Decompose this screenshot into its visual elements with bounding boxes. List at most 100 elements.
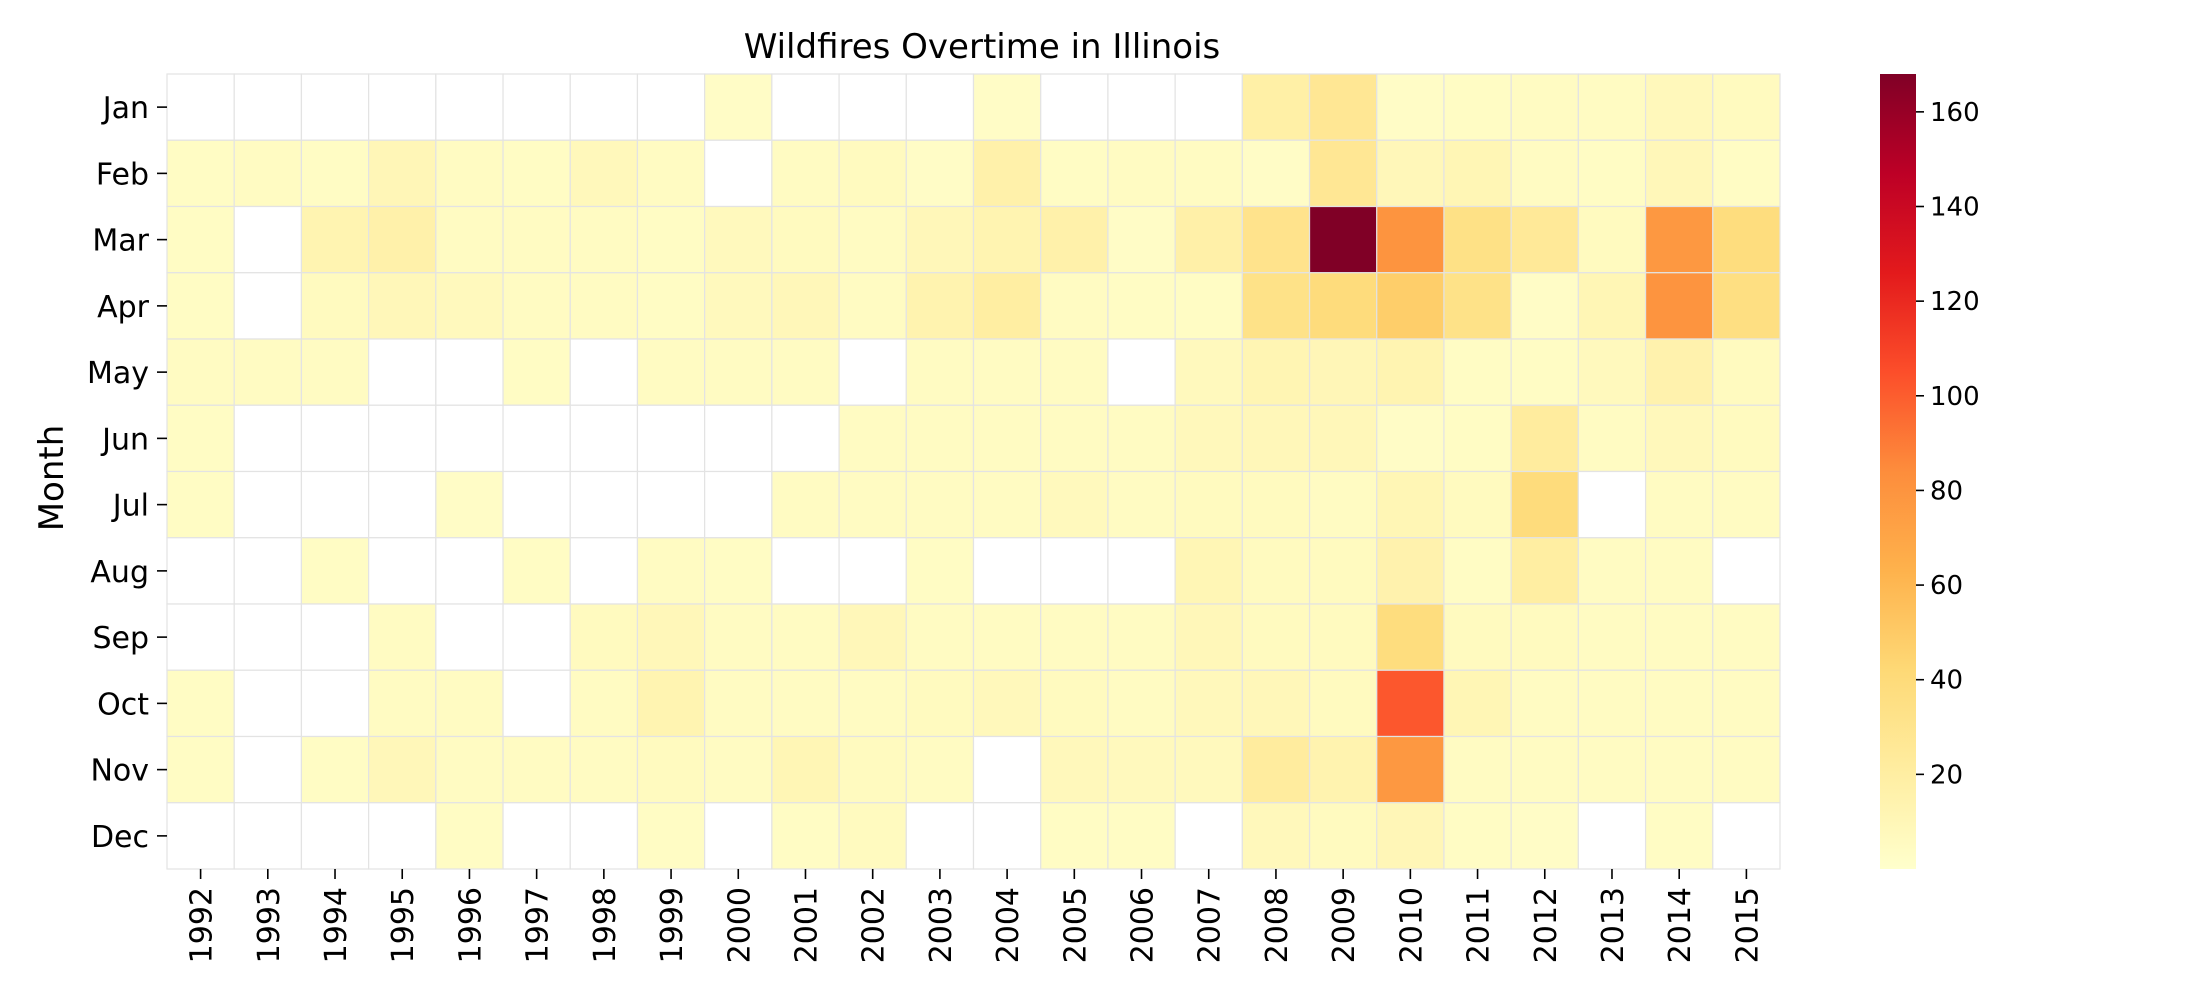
heatmap-cell xyxy=(704,73,773,141)
heatmap-cell xyxy=(905,404,975,473)
colorbar-tick-label: 40 xyxy=(1930,666,1963,696)
heatmap-cell xyxy=(1712,73,1781,141)
x-tick-label: 1998 xyxy=(588,887,623,963)
heatmap-cell xyxy=(1107,272,1176,340)
heatmap-cell xyxy=(1241,338,1311,406)
heatmap-cell xyxy=(1241,669,1311,738)
heatmap-cell xyxy=(1443,470,1512,539)
heatmap-cell xyxy=(166,669,235,738)
heatmap-cell xyxy=(569,735,639,804)
heatmap-cell xyxy=(1376,139,1445,208)
heatmap-cell xyxy=(704,338,773,406)
heatmap-cell xyxy=(300,73,370,141)
heatmap-cell xyxy=(1644,205,1714,274)
heatmap-cell xyxy=(838,603,907,671)
heatmap-cell xyxy=(704,802,773,870)
heatmap-cell xyxy=(233,669,303,738)
heatmap-cell xyxy=(1241,139,1311,208)
heatmap-cell xyxy=(1040,603,1109,671)
heatmap-cell xyxy=(771,73,840,141)
heatmap-cell xyxy=(1376,272,1445,340)
heatmap-cell xyxy=(1040,735,1109,804)
x-tick-label: 2014 xyxy=(1663,887,1698,963)
heatmap-cell xyxy=(166,139,235,208)
x-tick-label: 2002 xyxy=(857,887,892,963)
heatmap-cell xyxy=(368,73,437,141)
colorbar-ticks: 20 40 60 80 100 120 140 160 xyxy=(1916,98,1980,790)
heatmap-cell xyxy=(1241,603,1311,671)
heatmap-cell xyxy=(636,272,706,340)
heatmap-cell xyxy=(1644,603,1714,671)
heatmap-cell xyxy=(1040,802,1109,870)
heatmap-cell xyxy=(368,735,437,804)
heatmap-cell xyxy=(502,338,571,406)
heatmap-cell xyxy=(1376,669,1445,738)
heatmap-cell xyxy=(636,73,706,141)
heatmap-cell xyxy=(838,139,907,208)
x-tick-label: 1992 xyxy=(185,887,220,963)
heatmap-cell xyxy=(1107,470,1176,539)
heatmap-cell xyxy=(1376,603,1445,671)
y-tick-label: May xyxy=(87,356,149,391)
heatmap-cell xyxy=(368,338,437,406)
heatmap-cell xyxy=(300,404,370,473)
heatmap-cell xyxy=(1107,802,1176,870)
heatmap-cell xyxy=(771,404,840,473)
heatmap-cell xyxy=(1577,735,1647,804)
heatmap-cell xyxy=(502,73,571,141)
heatmap-cell xyxy=(905,669,975,738)
heatmap-cell xyxy=(1040,139,1109,208)
heatmap-cell xyxy=(704,139,773,208)
heatmap-cell xyxy=(1443,272,1512,340)
heatmap-cell xyxy=(368,139,437,208)
heatmap-cell xyxy=(1308,139,1378,208)
heatmap-cell xyxy=(233,404,303,473)
x-tick-label: 2011 xyxy=(1462,887,1497,963)
heatmap-cell xyxy=(905,470,975,539)
heatmap-cell xyxy=(905,205,975,274)
heatmap-cell xyxy=(166,470,235,539)
heatmap-cell xyxy=(233,338,303,406)
heatmap-cell xyxy=(502,272,571,340)
heatmap-cell xyxy=(300,139,370,208)
heatmap-cell xyxy=(1174,205,1243,274)
x-tick-label: 1996 xyxy=(453,887,488,963)
x-tick-label: 2010 xyxy=(1394,887,1429,963)
x-tick-label: 1994 xyxy=(319,887,354,963)
heatmap-cell xyxy=(1443,669,1512,738)
heatmap-cell xyxy=(435,802,504,870)
heatmap-cell xyxy=(704,603,773,671)
heatmap-cell xyxy=(1510,802,1579,870)
x-tick-label: 1993 xyxy=(252,887,287,963)
heatmap-cell xyxy=(838,73,907,141)
x-tick-label: 2012 xyxy=(1529,887,1564,963)
heatmap-cell xyxy=(300,338,370,406)
heatmap-cell xyxy=(1510,537,1579,605)
heatmap-cell xyxy=(1510,603,1579,671)
heatmap-cell xyxy=(771,603,840,671)
heatmap-cell xyxy=(233,139,303,208)
heatmap-cell xyxy=(1107,73,1176,141)
heatmap-cell xyxy=(233,735,303,804)
heatmap-cell xyxy=(636,470,706,539)
heatmap-cell xyxy=(1510,139,1579,208)
x-tick-label: 2008 xyxy=(1260,887,1295,963)
heatmap-cell xyxy=(1577,669,1647,738)
heatmap-cell xyxy=(569,338,639,406)
heatmap-cell xyxy=(1241,73,1311,141)
heatmap-cell xyxy=(1577,802,1647,870)
heatmap-cell xyxy=(1107,404,1176,473)
heatmap-cell xyxy=(368,470,437,539)
heatmap-cell xyxy=(368,404,437,473)
heatmap-cell xyxy=(636,537,706,605)
heatmap-cell xyxy=(1443,603,1512,671)
heatmap-cell xyxy=(1376,404,1445,473)
x-axis-ticks: 1992 1993 1994 1995 1996 1997 1998 1999 2000 2001… xyxy=(185,869,1765,963)
x-tick-label: 1997 xyxy=(521,887,556,963)
heatmap-cell xyxy=(1443,73,1512,141)
heatmap-cell xyxy=(1376,802,1445,870)
heatmap-cell xyxy=(502,139,571,208)
heatmap-cell xyxy=(1712,272,1781,340)
heatmap-cell xyxy=(771,735,840,804)
